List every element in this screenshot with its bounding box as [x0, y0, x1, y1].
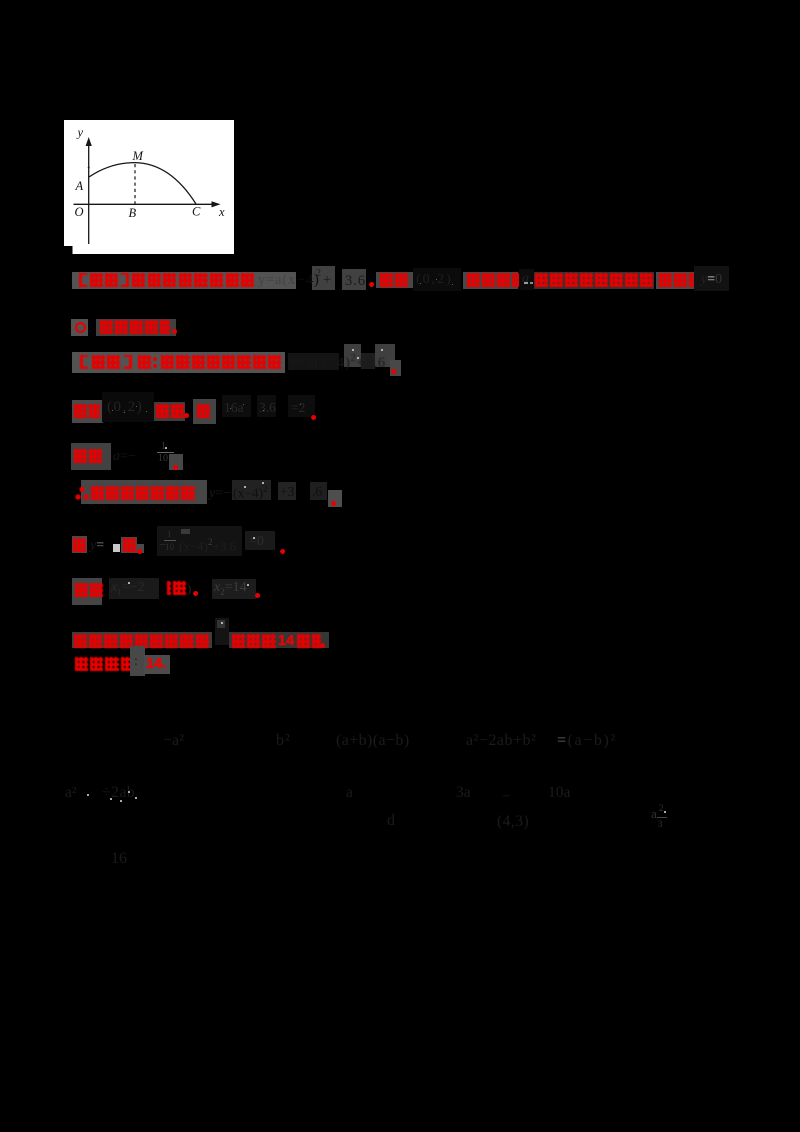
svg-text:O: O	[75, 205, 84, 219]
svg-text:A: A	[75, 179, 84, 193]
svg-text:x: x	[218, 205, 225, 219]
svg-text:C: C	[192, 205, 201, 219]
svg-text:y: y	[76, 126, 84, 140]
svg-text:M: M	[132, 149, 144, 163]
svg-text:B: B	[129, 206, 137, 220]
